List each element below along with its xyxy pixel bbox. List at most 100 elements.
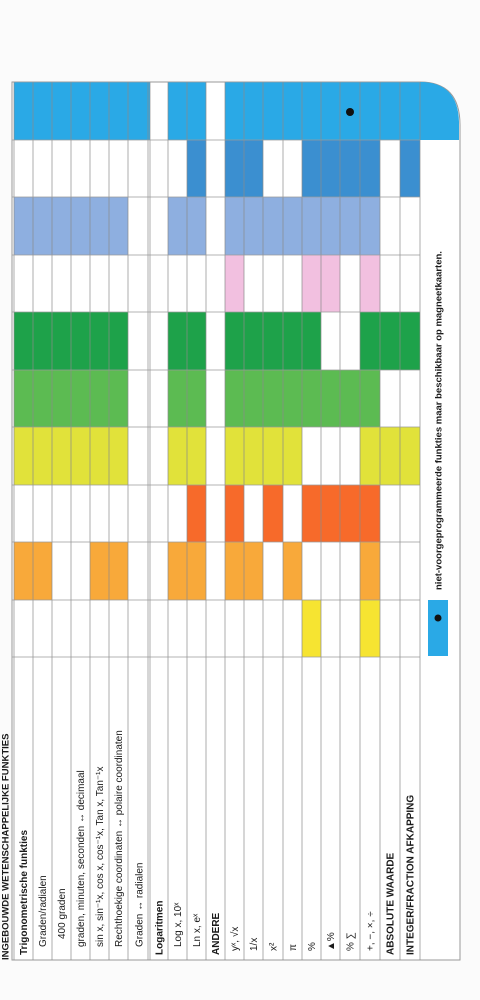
cell-fill	[321, 82, 340, 140]
cell-fill	[128, 82, 150, 140]
cell-fill	[168, 370, 187, 427]
cell-fill	[225, 542, 244, 600]
cell-fill	[52, 82, 71, 140]
row-label: ABSOLUTE WAARDE	[386, 852, 397, 955]
cell-fill	[244, 197, 263, 255]
cell-fill	[33, 197, 52, 255]
cell-fill	[321, 197, 340, 255]
table-title: INGEBOUWDE WETENSCHAPPELIJKE FUNKTIES	[1, 734, 12, 960]
cell-fill	[283, 427, 302, 485]
cell-fill	[109, 197, 128, 255]
cell-fill	[225, 140, 244, 197]
cell-fill	[90, 542, 109, 600]
cell-fill	[360, 255, 380, 312]
cell-fill	[283, 542, 302, 600]
cell-fill	[340, 485, 360, 542]
cell-fill	[168, 312, 187, 370]
cell-fill	[33, 370, 52, 427]
cell-fill	[33, 82, 52, 140]
cell-fill	[321, 485, 340, 542]
cell-fill	[263, 485, 283, 542]
cell-fill	[71, 82, 90, 140]
cell-fill	[14, 427, 33, 485]
legend-dot	[434, 614, 442, 622]
cell-fill	[340, 140, 360, 197]
row-label: Logaritmen	[155, 901, 166, 955]
marker-dot	[346, 108, 354, 116]
cell-fill	[187, 312, 206, 370]
cell-fill	[90, 82, 109, 140]
cell-fill	[263, 427, 283, 485]
cell-fill	[109, 542, 128, 600]
cell-fill	[244, 427, 263, 485]
cell-fill	[380, 427, 400, 485]
row-label: Rechthoekige coordinaten ↔ polaire coord…	[114, 730, 125, 947]
cell-fill	[360, 197, 380, 255]
cell-fill	[263, 82, 283, 140]
cell-fill	[90, 312, 109, 370]
cell-fill	[187, 82, 206, 140]
cell-fill	[187, 485, 206, 542]
row-label: %	[307, 942, 318, 951]
cell-fill	[52, 197, 71, 255]
cell-fill	[71, 370, 90, 427]
cell-fill	[420, 82, 459, 140]
cell-fill	[244, 82, 263, 140]
cell-fill	[71, 427, 90, 485]
cell-fill	[302, 312, 321, 370]
cell-fill	[109, 370, 128, 427]
cell-fill	[380, 82, 400, 140]
row-label: +, −, ×, ÷	[366, 911, 377, 951]
cell-fill	[168, 82, 187, 140]
row-label: sin x, sin⁻¹x, cos x, cos⁻¹x, Tan x, Tan…	[95, 766, 106, 947]
cell-fill	[400, 312, 420, 370]
cell-fill	[400, 427, 420, 485]
cell-fill	[225, 427, 244, 485]
row-label: Log x, 10ˣ	[173, 902, 184, 947]
cell-fill	[244, 312, 263, 370]
cell-fill	[400, 82, 420, 140]
cell-fill	[263, 197, 283, 255]
cell-fill	[168, 427, 187, 485]
cell-fill	[90, 370, 109, 427]
cell-fill	[187, 370, 206, 427]
cell-fill	[225, 82, 244, 140]
row-label: Trigonometrische funkties	[19, 830, 30, 955]
cell-fill	[360, 600, 380, 657]
cell-fill	[225, 312, 244, 370]
cell-fill	[360, 82, 380, 140]
cell-fill	[14, 542, 33, 600]
cell-fill	[187, 427, 206, 485]
cell-fill	[244, 542, 263, 600]
cell-fill	[244, 370, 263, 427]
cell-fill	[52, 370, 71, 427]
cell-fill	[14, 82, 33, 140]
cell-fill	[321, 370, 340, 427]
row-label: INTEGER/FRACTION AFKAPPING	[406, 795, 417, 955]
cell-fill	[187, 542, 206, 600]
cell-fill	[302, 255, 321, 312]
cell-fill	[33, 427, 52, 485]
cell-fill	[321, 255, 340, 312]
row-label: Graden ↔ radialen	[135, 863, 146, 948]
row-label: 1/x	[249, 938, 260, 951]
row-label: Ln x, eˣ	[192, 913, 203, 947]
cell-fill	[52, 312, 71, 370]
cell-fill	[187, 140, 206, 197]
row-label: 400 graden	[57, 888, 68, 939]
cell-fill	[360, 427, 380, 485]
row-label: graden, minuten, seconden ↔ decimaal	[76, 770, 87, 947]
cell-fill	[225, 197, 244, 255]
row-label: ANDERE	[211, 912, 222, 955]
cell-fill	[360, 370, 380, 427]
cell-fill	[187, 197, 206, 255]
cell-fill	[302, 82, 321, 140]
cell-fill	[109, 427, 128, 485]
cell-fill	[321, 140, 340, 197]
cell-fill	[302, 140, 321, 197]
cell-fill	[14, 197, 33, 255]
cell-fill	[71, 197, 90, 255]
cell-fill	[360, 140, 380, 197]
cell-fill	[283, 197, 302, 255]
